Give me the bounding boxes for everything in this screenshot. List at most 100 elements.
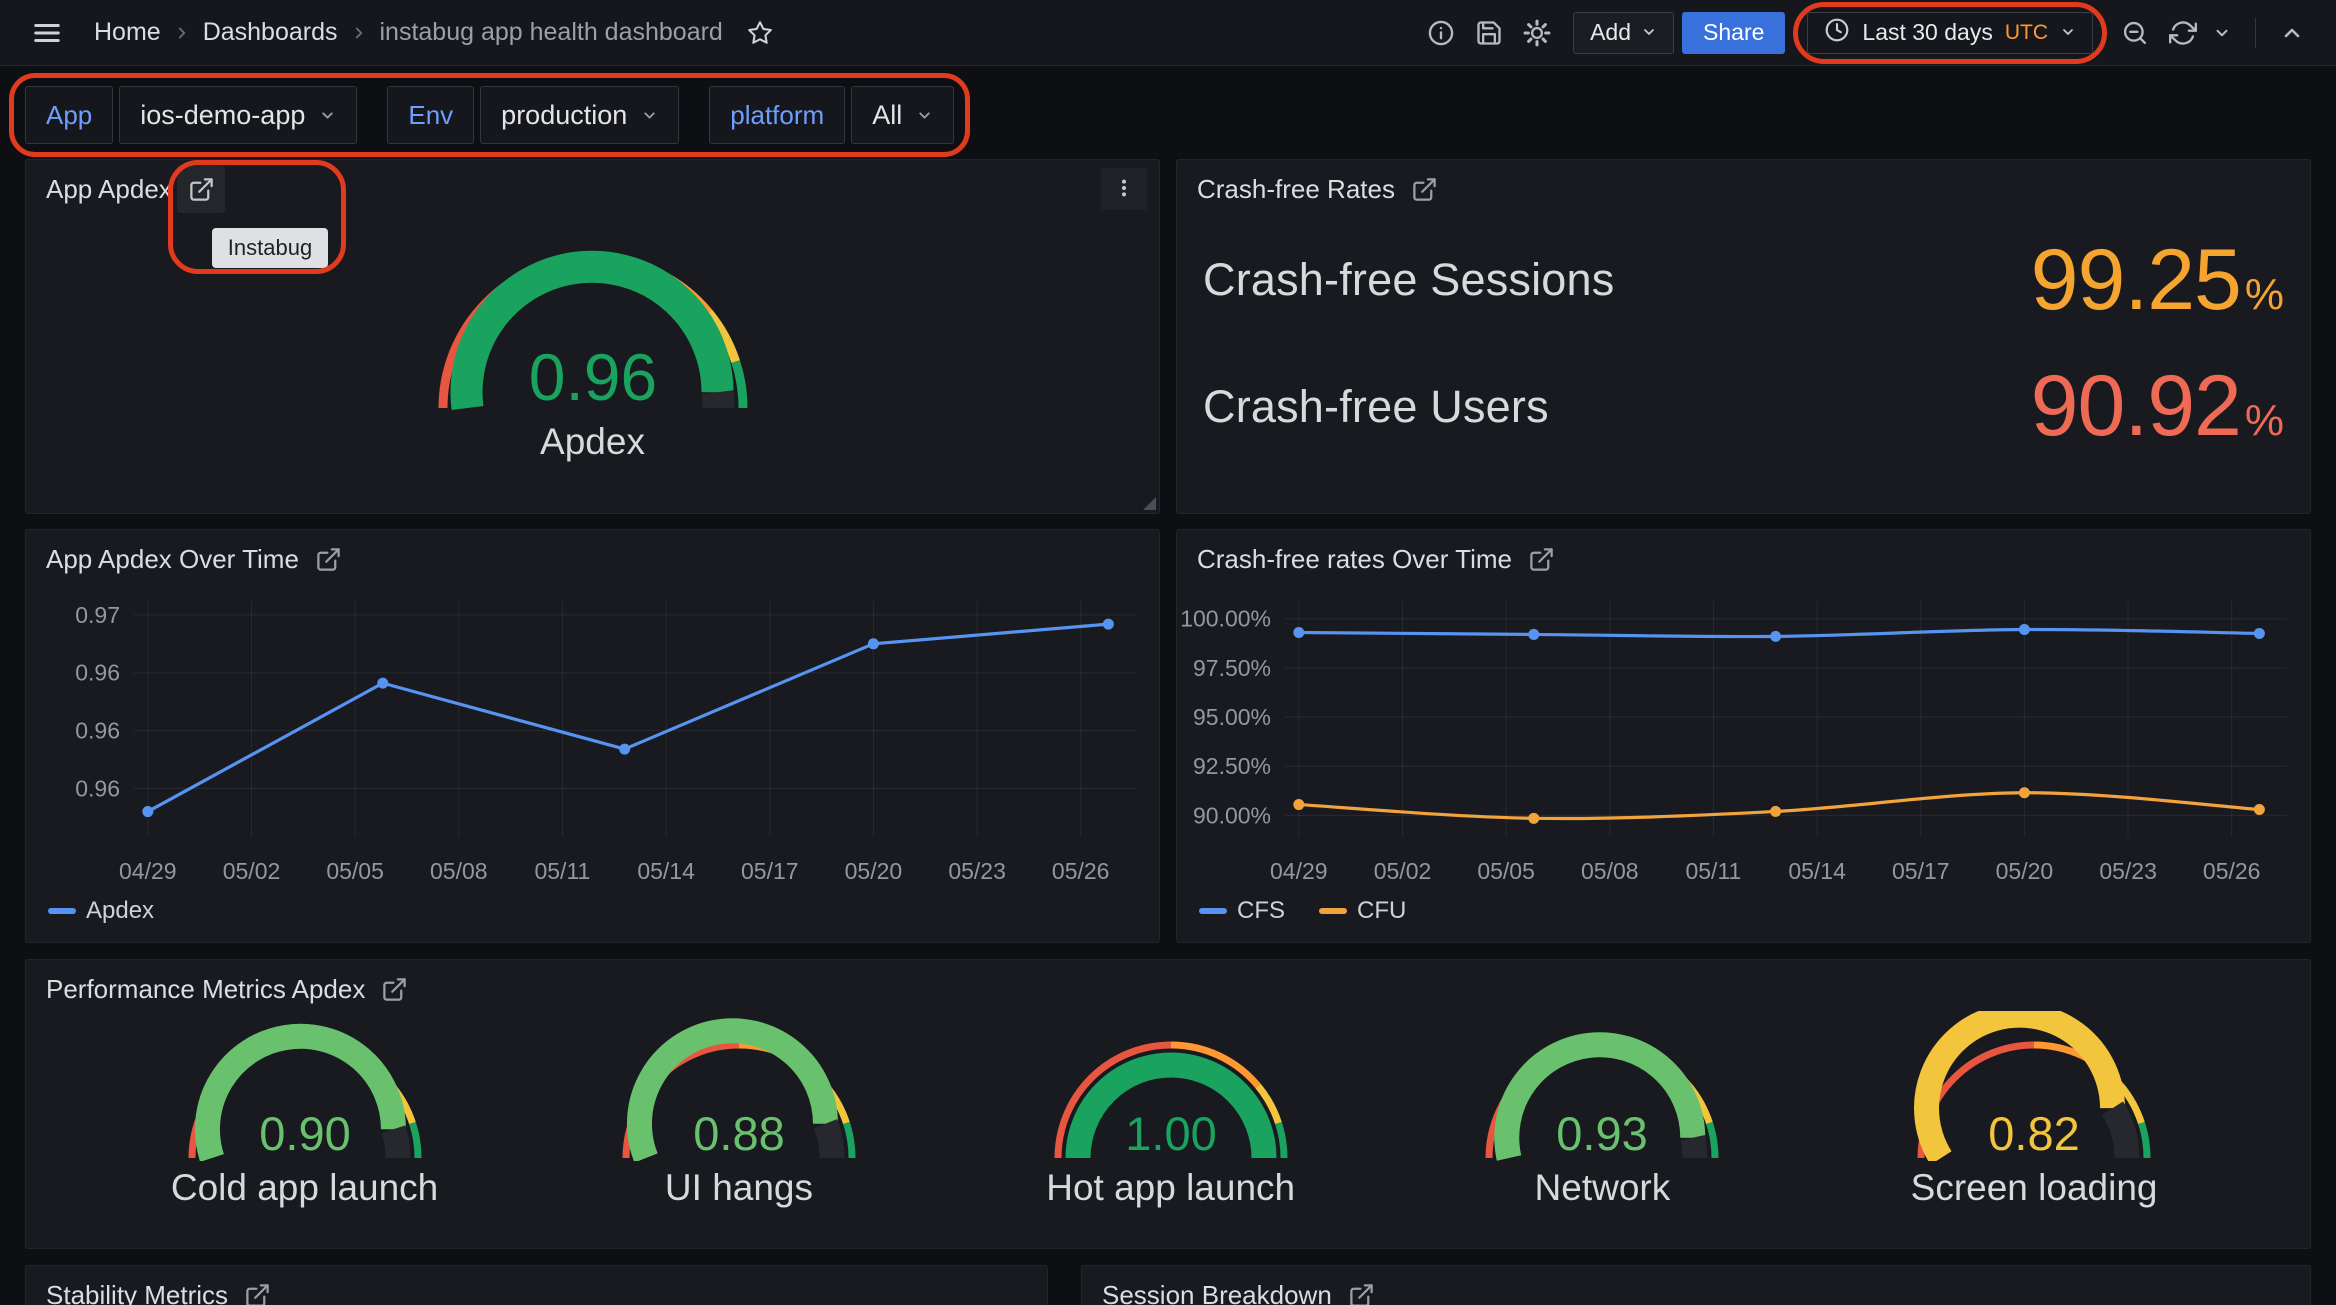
panel-menu-button[interactable] — [1101, 168, 1147, 210]
legend-item-cfu[interactable]: CFU — [1319, 897, 1406, 925]
svg-text:0.93: 0.93 — [1557, 1107, 1648, 1160]
collapse-toolbar-button[interactable] — [2274, 15, 2310, 51]
svg-text:05/08: 05/08 — [1581, 858, 1639, 884]
top-nav-bar: Home Dashboards instabug app health dash… — [0, 0, 2336, 66]
svg-text:0.96: 0.96 — [528, 340, 656, 411]
filter-selected-value: ios-demo-app — [140, 100, 305, 131]
refresh-icon — [2169, 19, 2197, 47]
crash-rates-time-series-plot[interactable]: 04/2905/0205/0505/0805/1105/1405/1705/20… — [1177, 583, 2310, 895]
kebab-menu-icon — [1113, 177, 1135, 202]
gauge-cold-app-launch: 0.90 Cold app launch — [171, 1011, 438, 1209]
filter-value-dropdown-app[interactable]: ios-demo-app — [119, 86, 357, 144]
chevron-down-icon — [641, 107, 658, 124]
svg-text:05/20: 05/20 — [1996, 858, 2054, 884]
filter-label-env: Env — [387, 86, 474, 144]
gauge-label: Apdex — [540, 421, 645, 463]
filter-env: Envproduction — [387, 86, 679, 144]
zoom-out-time-button[interactable] — [2115, 13, 2155, 53]
legend-swatch-icon — [1199, 908, 1227, 914]
add-button-label: Add — [1590, 19, 1631, 46]
stat-unit: % — [2245, 396, 2284, 446]
zoom-out-icon — [2121, 19, 2149, 47]
external-link-icon[interactable] — [1528, 546, 1555, 573]
stat-unit: % — [2245, 270, 2284, 320]
dashboard-settings-button[interactable] — [1517, 13, 1557, 53]
panel-title-session-breakdown[interactable]: Session Breakdown — [1102, 1280, 1332, 1305]
chevron-down-icon — [319, 107, 336, 124]
stat-number: 90.92 — [2031, 357, 2241, 456]
svg-text:05/14: 05/14 — [637, 858, 695, 884]
refresh-button[interactable] — [2163, 13, 2203, 53]
breadcrumb-home[interactable]: Home — [94, 18, 161, 47]
gauge-ui-hangs: 0.88 UI hangs — [608, 1011, 870, 1209]
panel-app-apdex: App Apdex Instabug 0.96Apdex — [25, 159, 1160, 514]
refresh-interval-dropdown[interactable] — [2207, 18, 2237, 48]
panel-stability-metrics: Stability Metrics — [25, 1265, 1048, 1305]
gauge-apdex: 0.96 Apdex — [428, 217, 758, 463]
time-range-picker[interactable]: Last 30 days UTC — [1807, 12, 2093, 54]
legend-item-cfs[interactable]: CFS — [1199, 897, 1285, 925]
chart-legend: Apdex — [26, 897, 1159, 925]
time-range-label: Last 30 days — [1862, 19, 1992, 46]
save-dashboard-button[interactable] — [1469, 13, 1509, 53]
star-icon — [747, 20, 773, 46]
filter-selected-value: All — [872, 100, 902, 131]
dashboard-info-button[interactable] — [1421, 13, 1461, 53]
panel-title-performance-metrics[interactable]: Performance Metrics Apdex — [46, 974, 365, 1005]
gauge-label: Screen loading — [1911, 1167, 2158, 1209]
svg-text:0.82: 0.82 — [1988, 1107, 2079, 1160]
svg-text:04/29: 04/29 — [119, 858, 177, 884]
svg-text:05/02: 05/02 — [223, 858, 281, 884]
svg-text:100.00%: 100.00% — [1180, 606, 1271, 632]
gauge-label: Network — [1535, 1167, 1671, 1209]
breadcrumb-dashboards[interactable]: Dashboards — [203, 18, 338, 47]
external-link-icon[interactable] — [315, 546, 342, 573]
svg-text:0.96: 0.96 — [75, 718, 120, 744]
add-button[interactable]: Add — [1573, 12, 1674, 54]
external-link-icon[interactable] — [381, 976, 408, 1003]
breadcrumb-chevron-icon — [173, 24, 191, 42]
panel-title-app-apdex[interactable]: App Apdex — [46, 174, 172, 205]
filter-value-dropdown-env[interactable]: production — [480, 86, 679, 144]
svg-text:05/02: 05/02 — [1374, 858, 1432, 884]
svg-text:0.90: 0.90 — [259, 1107, 350, 1160]
legend-item-apdex[interactable]: Apdex — [48, 897, 154, 925]
external-link-icon[interactable] — [188, 176, 215, 203]
panel-resize-handle[interactable] — [1143, 497, 1156, 510]
svg-text:97.50%: 97.50% — [1193, 655, 1271, 681]
breadcrumb: Home Dashboards instabug app health dash… — [94, 14, 779, 52]
svg-text:90.00%: 90.00% — [1193, 802, 1271, 828]
template-variable-filters: Appios-demo-appEnvproductionplatformAll — [25, 86, 954, 144]
apdex-time-series-plot[interactable]: 04/2905/0205/0505/0805/1105/1405/1705/20… — [26, 583, 1159, 895]
chevron-up-icon — [2280, 21, 2304, 45]
panel-title-crash-free-rates[interactable]: Crash-free Rates — [1197, 174, 1395, 205]
stat-value: 90.92% — [2031, 357, 2284, 456]
svg-text:05/17: 05/17 — [1892, 858, 1950, 884]
filter-value-dropdown-platform[interactable]: All — [851, 86, 954, 144]
chevron-down-icon — [1641, 19, 1657, 46]
share-button[interactable]: Share — [1682, 12, 1785, 54]
panel-title-apdex-over-time[interactable]: App Apdex Over Time — [46, 544, 299, 575]
breadcrumb-current: instabug app health dashboard — [380, 18, 723, 47]
panel-performance-metrics: Performance Metrics Apdex 0.90 Cold app l… — [25, 959, 2311, 1249]
external-link-icon[interactable] — [244, 1282, 271, 1305]
legend-swatch-icon — [48, 908, 76, 914]
crash-free-stats: Crash-free Sessions99.25%Crash-free User… — [1177, 211, 2310, 496]
legend-swatch-icon — [1319, 908, 1347, 914]
legend-label: Apdex — [86, 897, 154, 925]
panel-title-stability-metrics[interactable]: Stability Metrics — [46, 1280, 228, 1305]
external-link-icon[interactable] — [1348, 1282, 1375, 1305]
favorite-star-button[interactable] — [741, 14, 779, 52]
grafana-dashboard: Home Dashboards instabug app health dash… — [0, 0, 2336, 1305]
save-icon — [1475, 19, 1503, 47]
stat-label: Crash-free Users — [1203, 381, 1549, 433]
gear-icon — [1523, 19, 1551, 47]
menu-toggle-button[interactable] — [26, 12, 68, 54]
panel-title-crash-rates-over-time[interactable]: Crash-free rates Over Time — [1197, 544, 1512, 575]
external-link-icon[interactable] — [1411, 176, 1438, 203]
legend-label: CFS — [1237, 897, 1285, 925]
gauge-label: UI hangs — [665, 1167, 813, 1209]
gauge-label: Cold app launch — [171, 1167, 438, 1209]
gauge-label: Hot app launch — [1046, 1167, 1295, 1209]
svg-text:0.88: 0.88 — [693, 1107, 784, 1160]
